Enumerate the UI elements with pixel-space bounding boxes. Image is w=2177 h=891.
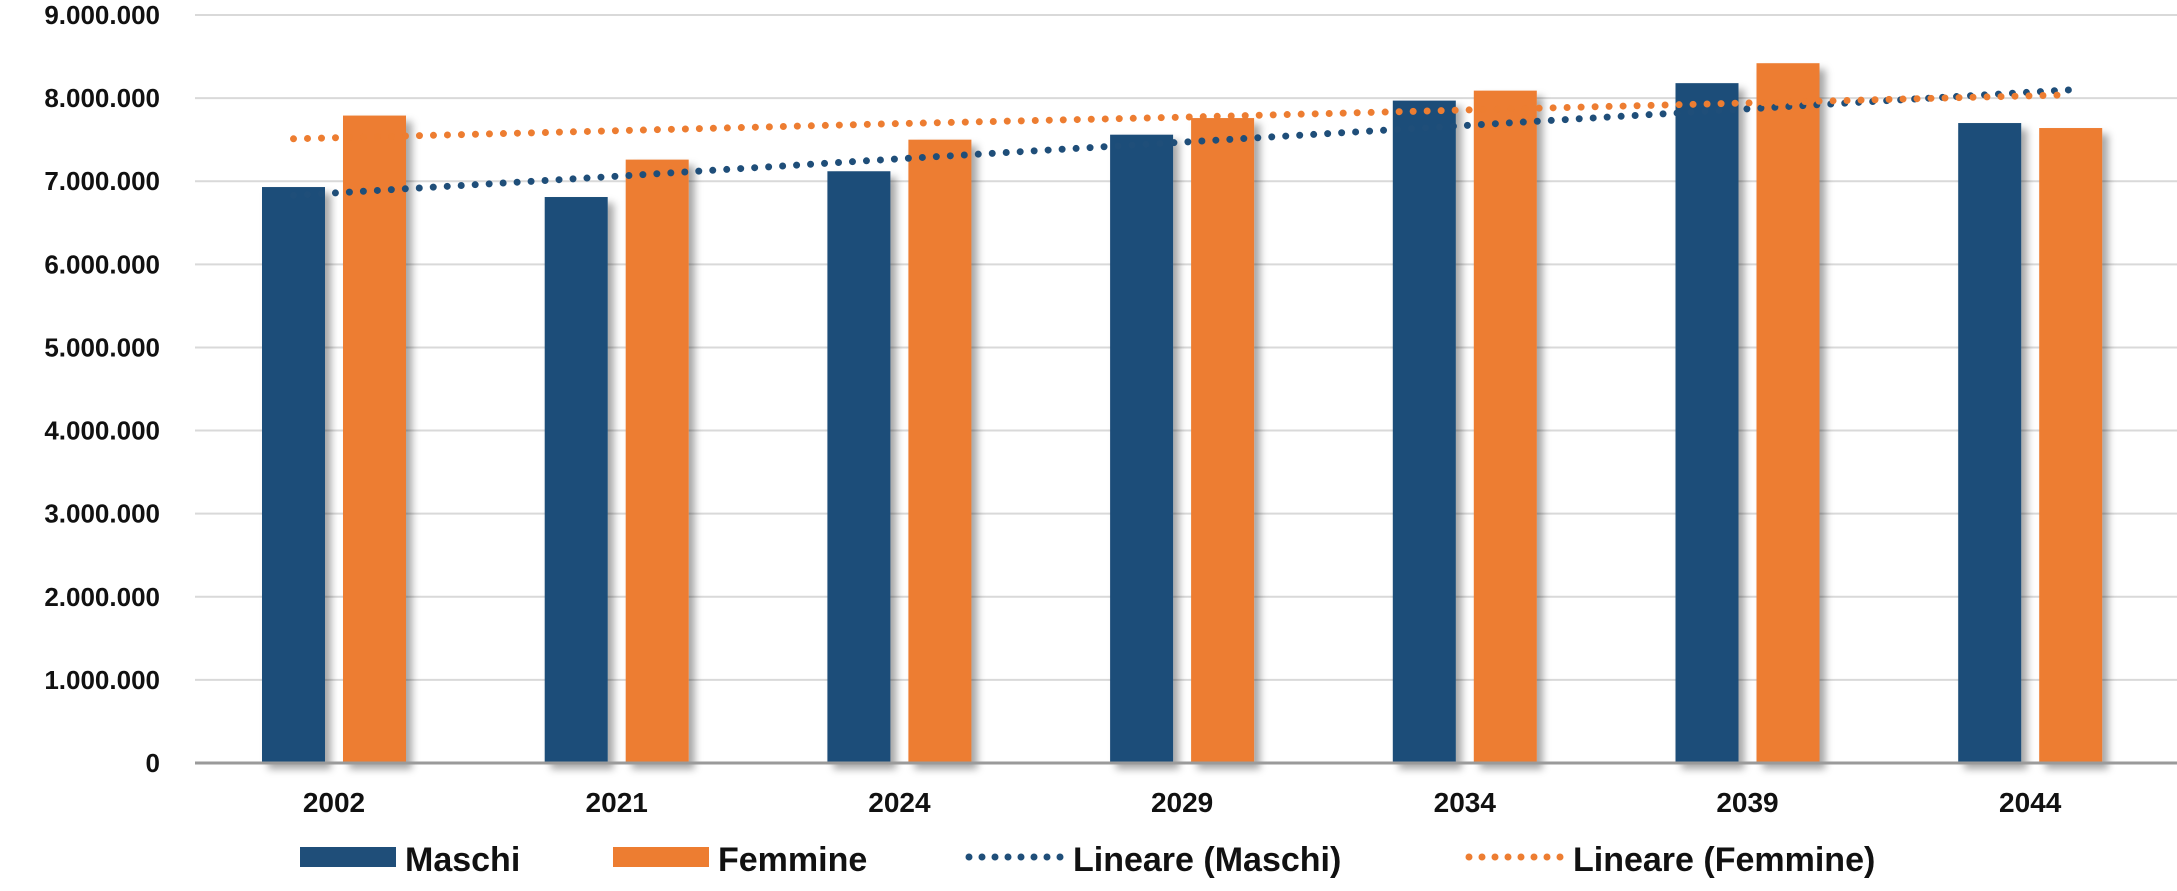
x-tick-label: 2021 bbox=[586, 787, 648, 818]
legend-label-lineare-femmine: Lineare (Femmine) bbox=[1573, 841, 1875, 879]
y-tick-label: 2.000.000 bbox=[44, 582, 160, 612]
bar-maschi-2021 bbox=[544, 197, 608, 764]
y-tick-label: 7.000.000 bbox=[44, 166, 160, 196]
gridlines bbox=[195, 14, 2177, 681]
legend: Maschi Femmine Lineare (Maschi) Lineare (Fe… bbox=[300, 841, 1875, 879]
legend-label-femmine: Femmine bbox=[718, 841, 867, 879]
legend-swatch-maschi bbox=[300, 847, 396, 867]
legend-label-maschi: Maschi bbox=[405, 841, 520, 879]
bar-femmine-2044 bbox=[2039, 128, 2103, 763]
bar-femmine-2021 bbox=[625, 159, 689, 763]
y-axis-tick-labels: 0 1.000.000 2.000.000 3.000.000 4.000.000 5.0… bbox=[44, 0, 160, 778]
bar-femmine-2039 bbox=[1756, 63, 1820, 763]
x-tick-label: 2024 bbox=[868, 787, 931, 818]
y-tick-label: 4.000.000 bbox=[44, 416, 160, 446]
bars bbox=[262, 63, 2103, 764]
trendline-lineare-femmine bbox=[290, 91, 2075, 143]
bar-maschi-2029 bbox=[1110, 134, 1174, 763]
bar-maschi-2039 bbox=[1675, 83, 1739, 763]
x-tick-label: 2044 bbox=[1999, 787, 2062, 818]
y-tick-label: 5.000.000 bbox=[44, 332, 160, 362]
y-tick-label: 3.000.000 bbox=[44, 499, 160, 529]
bar-femmine-2034 bbox=[1473, 90, 1537, 764]
bar-maschi-2002 bbox=[262, 187, 325, 764]
x-tick-label: 2002 bbox=[303, 787, 365, 818]
y-tick-label: 8.000.000 bbox=[44, 83, 160, 113]
x-tick-label: 2029 bbox=[1151, 787, 1213, 818]
legend-label-lineare-maschi: Lineare (Maschi) bbox=[1073, 841, 1341, 879]
y-tick-label: 1.000.000 bbox=[44, 665, 160, 695]
legend-swatch-femmine bbox=[613, 847, 709, 867]
y-tick-label: 0 bbox=[146, 748, 160, 778]
x-tick-label: 2039 bbox=[1716, 787, 1778, 818]
y-tick-label: 6.000.000 bbox=[44, 249, 160, 279]
x-tick-label: 2034 bbox=[1434, 787, 1497, 818]
x-axis-tick-labels: 2002 2021 2024 2029 2034 2039 2044 bbox=[303, 787, 2062, 818]
trendline-lineare-maschi bbox=[290, 86, 2075, 199]
bar-femmine-2029 bbox=[1191, 118, 1255, 763]
y-tick-label: 9.000.000 bbox=[44, 0, 160, 30]
bar-femmine-2002 bbox=[343, 115, 406, 763]
trendlines bbox=[290, 86, 2075, 199]
bar-maschi-2024 bbox=[827, 171, 891, 763]
bar-femmine-2024 bbox=[908, 139, 972, 763]
bar-maschi-2044 bbox=[1958, 123, 2022, 764]
bar-maschi-2034 bbox=[1392, 100, 1456, 764]
